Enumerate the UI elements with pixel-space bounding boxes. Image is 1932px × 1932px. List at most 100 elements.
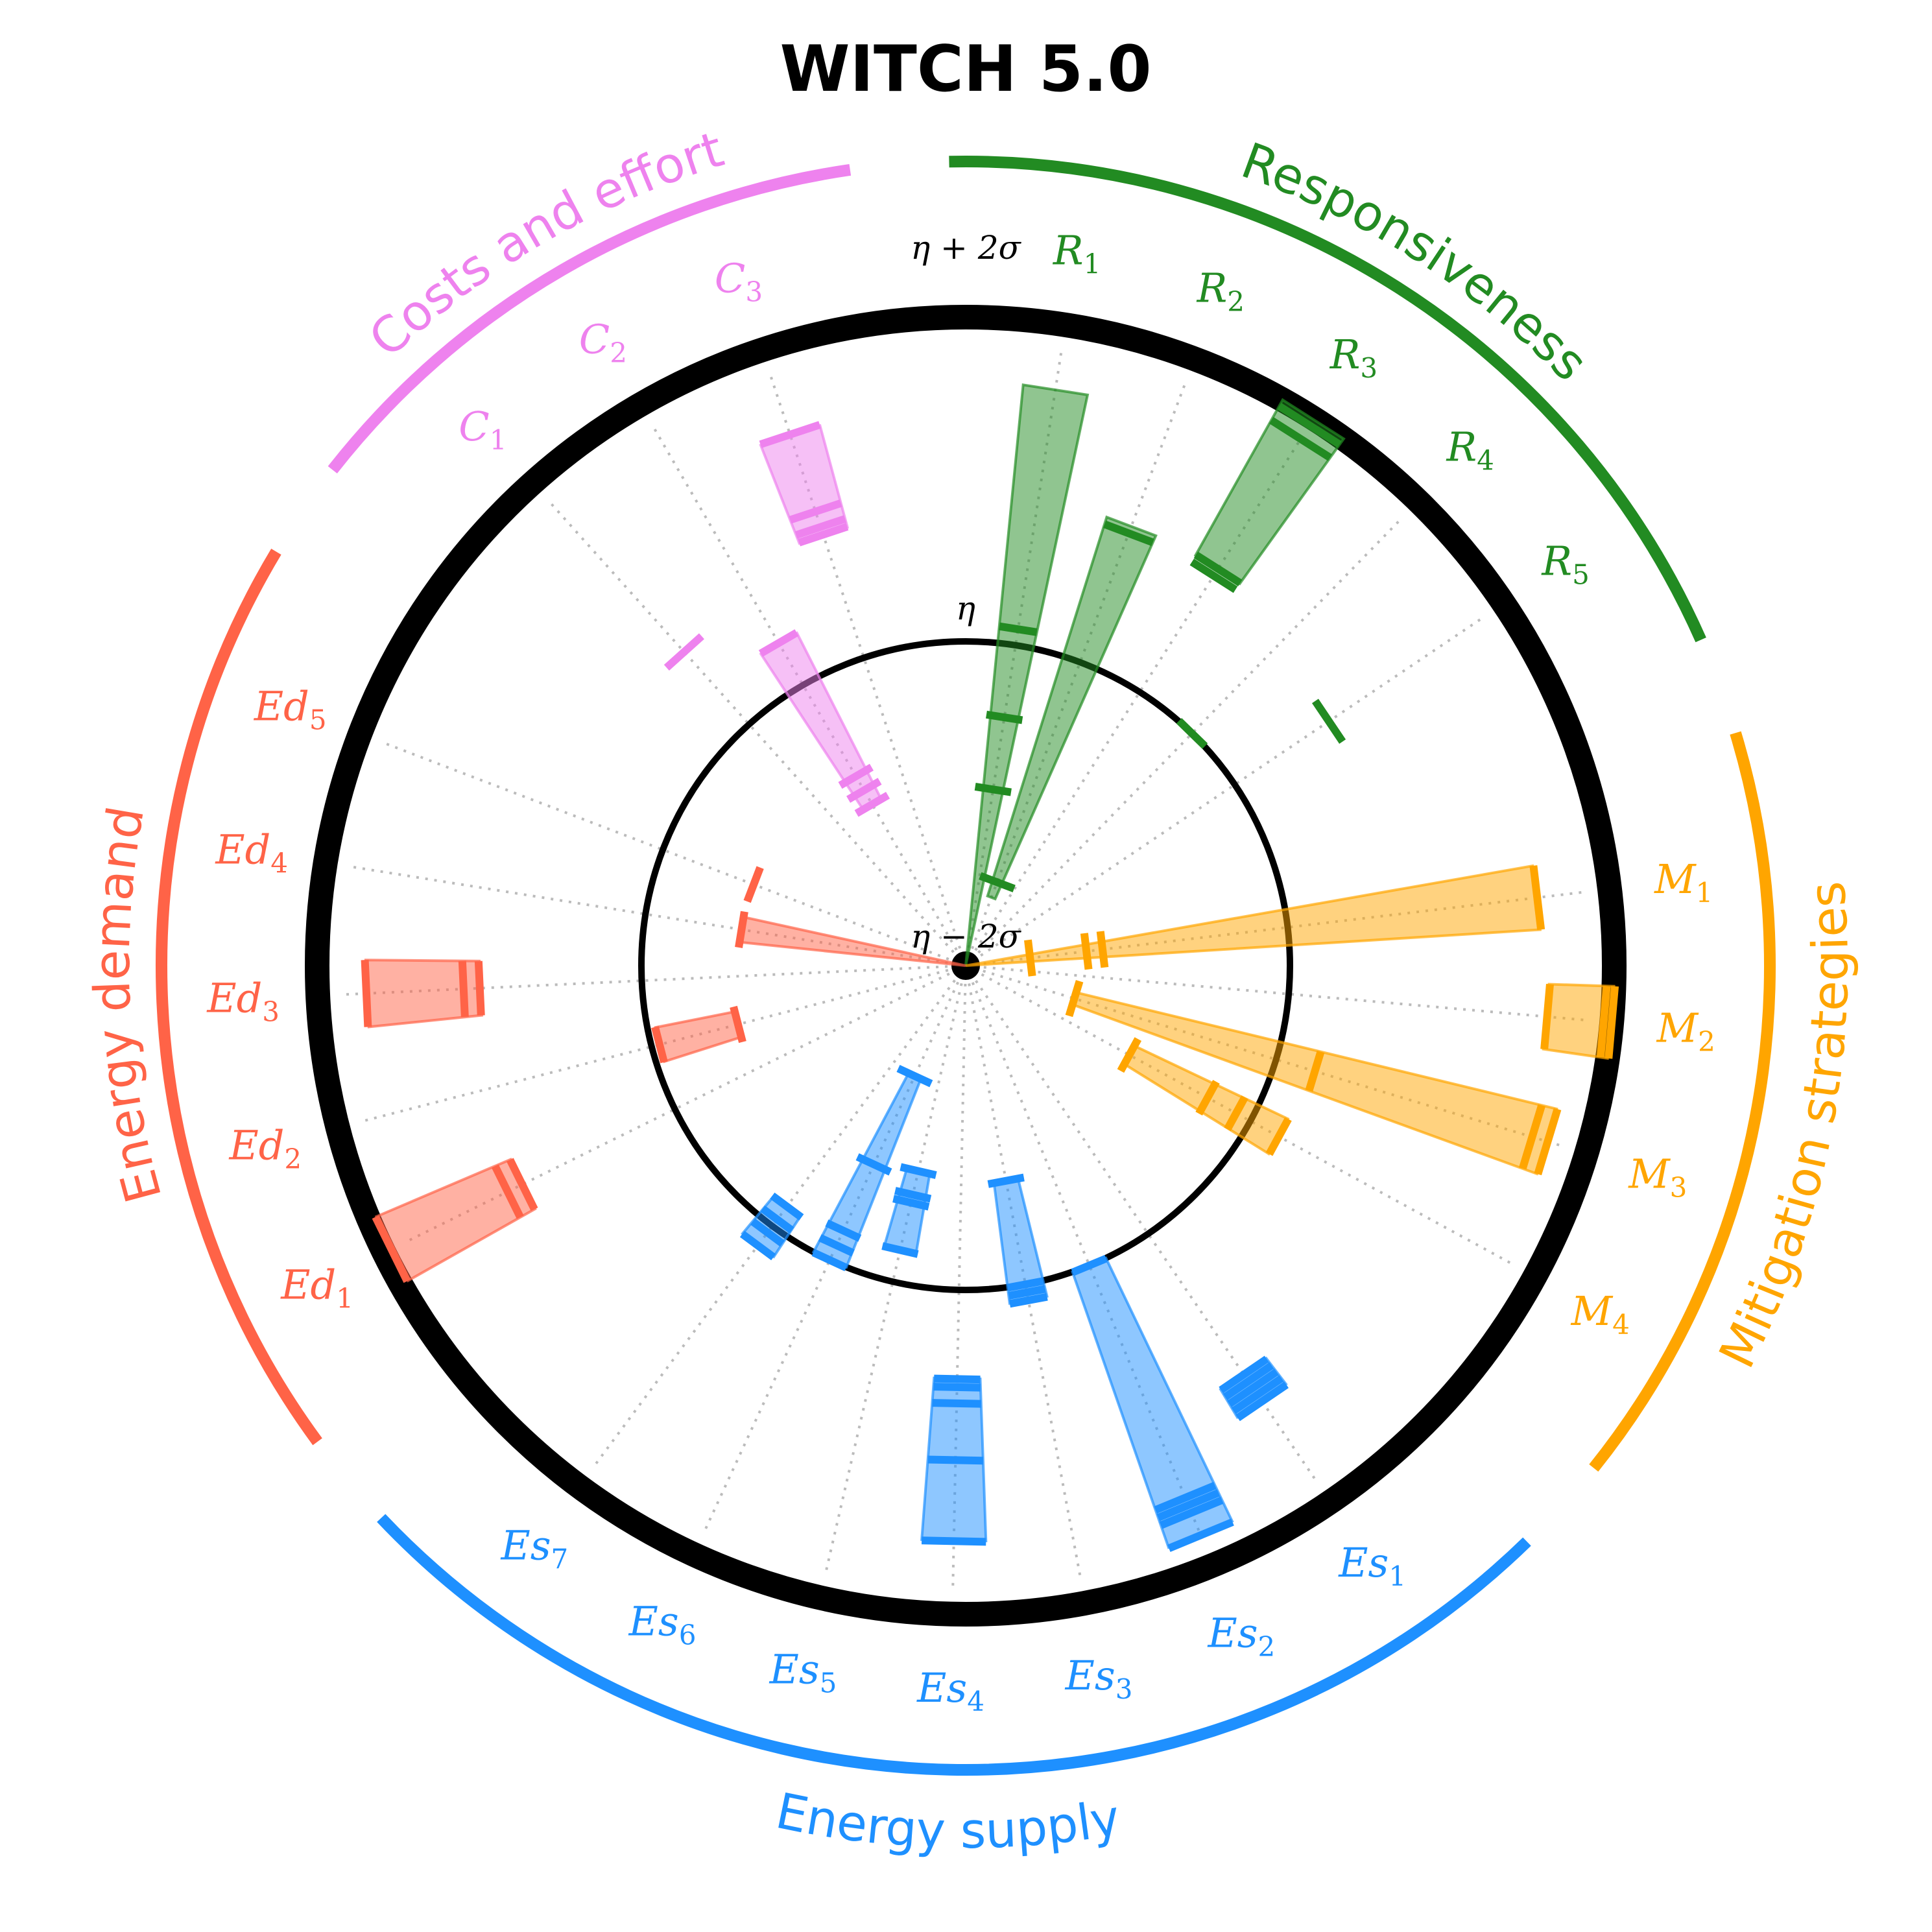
indicator-label-R5: R5	[1541, 538, 1589, 591]
tick-Es3-3	[1008, 1293, 1048, 1308]
tick-C3-1	[794, 515, 847, 539]
tick-M3-2	[1518, 1104, 1545, 1170]
tick-Es2-3	[1159, 1496, 1224, 1529]
spoke-Ed5	[381, 741, 966, 967]
group-label-text-1: Mitigation strategies	[1708, 879, 1859, 1377]
tick-Es7-1	[760, 1205, 794, 1234]
indicator-label-R2: R2	[1197, 265, 1245, 318]
group-arc-0	[949, 156, 1706, 643]
group-label-1: Mitigation strategies	[1708, 879, 1859, 1377]
indicator-label-R1: R1	[1053, 226, 1101, 280]
tick-C2-2	[838, 763, 874, 789]
indicator-label-C1: C1	[459, 403, 507, 456]
tick-C2-3	[758, 629, 799, 657]
indicator-label-C2: C2	[579, 315, 627, 368]
indicator-label-Es4: Es4	[916, 1664, 984, 1717]
ring-2	[305, 305, 1627, 1627]
tick-M1-1	[1080, 933, 1093, 970]
range-wedge-R1	[964, 383, 1090, 966]
tick-Es6-3	[818, 1234, 855, 1257]
tick-Ed3-1	[458, 960, 469, 1018]
indicator-label-M1: M1	[1654, 855, 1713, 909]
tick-Es5-3	[881, 1242, 919, 1258]
tick-M1-3	[1529, 865, 1545, 931]
tick-Ed2-0	[730, 1005, 746, 1044]
tick-M4-1	[1195, 1080, 1220, 1116]
group-label-2: Energy supply	[771, 1782, 1124, 1859]
ring-label-2: η + 2σ	[911, 229, 1021, 267]
tick-Es1-2	[1227, 1368, 1279, 1407]
tick-Es2-4	[1167, 1518, 1234, 1552]
indicator-label-Ed3: Ed3	[206, 975, 280, 1028]
tick-M2-0	[1540, 984, 1554, 1050]
tick-M4-2	[1224, 1095, 1248, 1131]
tick-Es1-0	[1219, 1355, 1269, 1394]
tick-M4-0	[1117, 1037, 1142, 1073]
tick-Es4-3	[927, 1455, 984, 1465]
indicator-label-M3: M3	[1628, 1151, 1687, 1204]
range-wedge-R2	[986, 515, 1158, 901]
indicator-label-R4: R4	[1446, 423, 1494, 476]
group-label-text-0: Responsiveness	[1234, 131, 1599, 391]
tick-Es3-2	[1008, 1285, 1046, 1300]
group-label-text-4: Costs and effort	[358, 120, 730, 368]
tick-M3-0	[1065, 980, 1084, 1018]
indicator-label-Ed2: Ed2	[228, 1121, 302, 1175]
tick-Es1-4	[1235, 1381, 1289, 1422]
tick-R1-0	[974, 783, 1012, 796]
tick-Es6-2	[825, 1219, 862, 1242]
tick-Es6-1	[855, 1153, 892, 1176]
indicator-label-Es3: Es3	[1065, 1652, 1133, 1705]
tick-R2-0	[979, 872, 1016, 892]
tick-Ed4-0	[735, 911, 748, 948]
range-wedge-Ed2	[654, 1010, 743, 1064]
tick-Ed1-0	[506, 1158, 538, 1211]
tick-R3-3	[1277, 403, 1342, 448]
range-wedge-Es5	[883, 1166, 932, 1255]
indicator-label-R3: R3	[1330, 331, 1377, 384]
indicator-labels: R1 R2 R3 R4 R5 M1 M2 M3 M4 Es1 Es2 Es3 Es4 Es5 Es6 Es7 E…	[206, 226, 1715, 1717]
ring-label-0: η	[956, 590, 975, 627]
tick-R3-0	[1189, 558, 1238, 593]
tick-Es7-3	[739, 1230, 776, 1261]
group-label-0: Responsiveness	[1234, 131, 1599, 391]
group-arc-1	[1589, 731, 1776, 1472]
tick-M1-2	[1096, 931, 1109, 968]
indicator-label-M2: M2	[1656, 1004, 1715, 1057]
indicator-label-Ed4: Ed4	[215, 826, 288, 879]
tick-R3-1	[1193, 551, 1243, 587]
tick-C3-0	[798, 523, 849, 547]
tick-R1-2	[998, 622, 1038, 636]
indicator-label-Es6: Es6	[628, 1597, 697, 1651]
indicator-label-Es7: Es7	[500, 1521, 568, 1575]
range-wedge-R3	[1193, 398, 1346, 586]
tick-Es7-0	[770, 1192, 804, 1221]
tick-Es4-2	[932, 1399, 981, 1408]
tick-Ed3-0	[474, 960, 485, 1016]
tick-Es5-0	[900, 1163, 937, 1179]
range-wedge-M1	[965, 864, 1542, 967]
indicator-label-M4: M4	[1571, 1287, 1630, 1341]
tick-Es4-4	[921, 1536, 986, 1546]
tick-Es2-1	[1154, 1481, 1217, 1514]
tick-Ed2-1	[651, 1026, 668, 1064]
tick-Es7-2	[750, 1218, 785, 1247]
tick-R1-1	[986, 710, 1023, 724]
tick-Ed5-0	[743, 866, 764, 903]
tick-Es1-1	[1222, 1362, 1274, 1401]
tick-M2-1	[1596, 985, 1611, 1058]
tick-Es1-3	[1231, 1375, 1284, 1414]
tick-M1-0	[1024, 939, 1036, 977]
group-label-text-2: Energy supply	[771, 1782, 1124, 1859]
spoke-C1	[547, 499, 967, 967]
tick-M4-3	[1265, 1117, 1292, 1156]
tick-C3-2	[789, 499, 842, 524]
tick-Es6-0	[896, 1065, 933, 1088]
tick-C2-0	[854, 792, 890, 817]
chart-title: WITCH 5.0	[780, 32, 1151, 106]
indicator-marks	[361, 383, 1619, 1552]
indicator-label-Ed1: Ed1	[280, 1261, 353, 1314]
group-arc-2	[377, 1514, 1531, 1776]
